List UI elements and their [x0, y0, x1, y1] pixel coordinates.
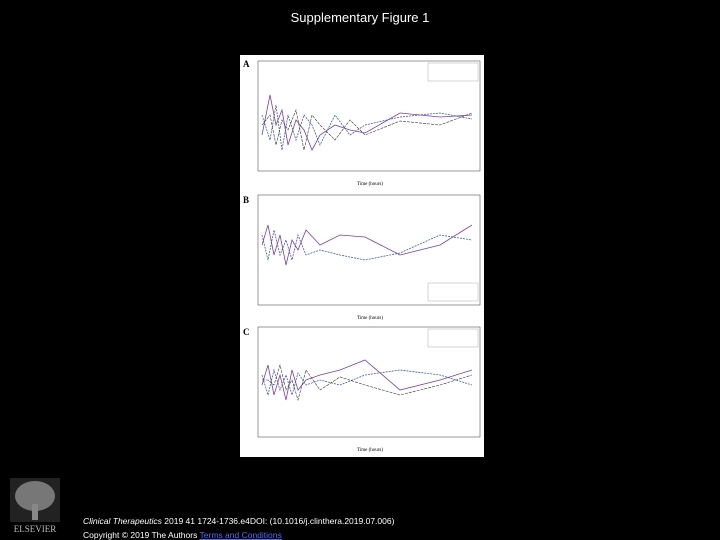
- legend-box: [427, 62, 479, 82]
- terms-link[interactable]: Terms and Conditions: [199, 530, 282, 540]
- slide-title: Supplementary Figure 1: [290, 10, 430, 25]
- journal-name: Clinical Therapeutics: [83, 516, 162, 526]
- x-axis-label: Time (hours): [357, 182, 383, 187]
- panel: A Time (hours): [243, 59, 481, 187]
- citation: Clinical Therapeutics 2019 41 1724-1736.…: [83, 516, 394, 526]
- panel: C Time (hours): [243, 326, 481, 453]
- citation-details: 2019 41 1724-1736.e4DOI: (10.1016/j.clin…: [164, 516, 395, 526]
- panel-label: C: [243, 327, 250, 337]
- series-line: [261, 229, 473, 262]
- series-line: [261, 224, 473, 266]
- x-axis-label: Time (hours): [357, 316, 383, 321]
- figure-background: [240, 55, 484, 457]
- logo-text: ELSEVIER: [14, 524, 57, 534]
- legend-box: [427, 328, 479, 348]
- copyright-text: Copyright © 2019 The Authors: [83, 530, 198, 540]
- logo-trunk: [32, 504, 38, 520]
- x-axis-label: Time (hours): [357, 448, 383, 453]
- publisher-logo: ELSEVIER: [10, 478, 60, 534]
- panel: B Time (hours): [243, 194, 481, 321]
- panel-label: A: [243, 59, 250, 69]
- series-line: [261, 104, 473, 151]
- plot-frame: [257, 60, 481, 172]
- figure: A Time (hours) B Time (hours) C Time (ho…: [240, 55, 484, 457]
- plot-frame: [257, 326, 481, 438]
- legend-box: [427, 282, 479, 302]
- series-line: [262, 363, 473, 402]
- panel-label: B: [243, 195, 249, 205]
- logo-tree: [15, 481, 55, 511]
- series-line: [261, 108, 473, 151]
- plot-frame: [257, 194, 481, 306]
- copyright: Copyright © 2019 The Authors Terms and C…: [83, 530, 282, 540]
